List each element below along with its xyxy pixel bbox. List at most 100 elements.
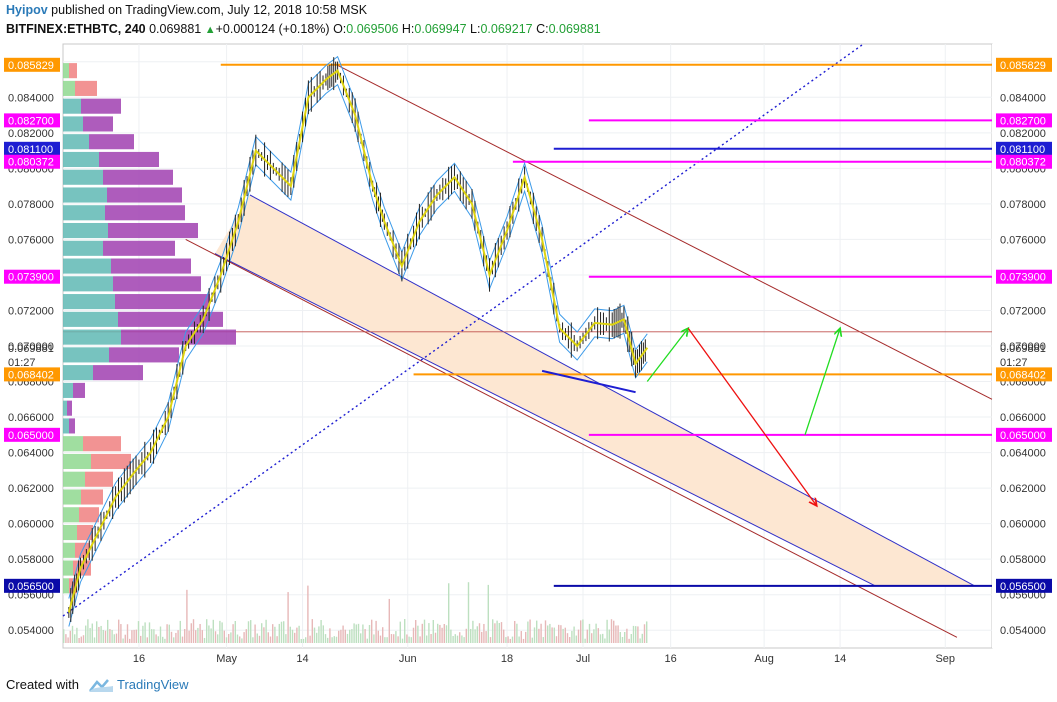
price-badge-label-right: 0.056500 [1000, 581, 1046, 593]
volume-bar [148, 622, 151, 643]
volume-bar [298, 625, 300, 643]
volume-bar [542, 637, 544, 643]
volume-bar [536, 620, 538, 643]
vp-bar-up [63, 80, 75, 96]
y-tick-label-left: 0.076000 [8, 234, 54, 246]
x-tick-label: 14 [296, 653, 308, 665]
price-badge-left [4, 427, 60, 442]
volume-bar [423, 619, 426, 643]
tradingview-brand[interactable]: TradingView [117, 677, 189, 692]
volume-bar [483, 623, 485, 643]
volume-bar [485, 631, 487, 643]
y-tick-label-right: 0.054000 [1000, 625, 1046, 637]
volume-bar [280, 621, 283, 643]
volume-bar [239, 636, 241, 643]
volume-bar [406, 634, 408, 643]
close-value: 0.069881 [548, 22, 601, 36]
volume-bar [404, 619, 406, 643]
volume-bar [597, 628, 599, 643]
x-tick-label: Jul [576, 653, 590, 665]
vp-bar-down [115, 294, 210, 310]
x-tick-label: May [216, 653, 237, 665]
volume-bar [575, 635, 577, 643]
volume-bar [505, 637, 507, 643]
volume-bar [397, 636, 399, 643]
volume-bar [197, 627, 199, 643]
volume-bar [417, 625, 419, 643]
volume-bar [195, 630, 197, 643]
price-badge-right [996, 578, 1052, 593]
volume-bar [395, 631, 397, 643]
forecast-arrow-red[interactable] [687, 327, 817, 506]
volume-bar [547, 625, 549, 643]
y-tick-label-left: 0.054000 [8, 625, 54, 637]
countdown-right: 01:27 [1000, 357, 1028, 369]
volume-bar [533, 627, 536, 643]
vp-bar-down [99, 151, 159, 168]
price-badge-label-left: 0.081100 [8, 144, 53, 156]
volume-bar [463, 637, 465, 643]
author-link[interactable]: Hyipov [6, 3, 48, 17]
channel-upper-line[interactable] [249, 194, 975, 587]
volume-bar [129, 638, 131, 643]
x-tick-label: Aug [754, 653, 774, 665]
vp-bar-up [63, 418, 69, 434]
price-badge-label-right: 0.065000 [1000, 430, 1046, 442]
volume-bar [474, 629, 476, 643]
volume-bar [272, 624, 274, 643]
volume-bar [582, 619, 584, 643]
price-badge-label-right: 0.085829 [1000, 60, 1046, 72]
volume-bar [349, 629, 351, 643]
vp-bar-up [63, 98, 81, 114]
volume-bar [342, 625, 344, 643]
last-price: 0.069881 [149, 22, 202, 36]
volume-bar [401, 638, 404, 643]
volume-bar [250, 620, 252, 643]
price-badge-left [4, 269, 60, 284]
price-chart[interactable]: 0.0540000.0540000.0560000.0560000.058000… [0, 0, 1057, 672]
x-tick-label: Jun [399, 653, 417, 665]
volume-bar [456, 635, 459, 643]
volume-bar [580, 620, 582, 643]
volume-bar [85, 625, 87, 643]
price-badge-label-left: 0.068402 [8, 369, 54, 381]
volume-bar [245, 629, 247, 643]
volume-bar [355, 624, 357, 643]
volume-bar [573, 626, 575, 643]
volume-bar [80, 636, 82, 643]
volume-bar [641, 633, 643, 643]
brown-channel-upper[interactable] [337, 64, 993, 400]
volume-bar [522, 638, 525, 643]
volume-bar [283, 621, 285, 643]
volume-bar [302, 638, 305, 643]
channel-lower-line[interactable] [214, 253, 876, 587]
vp-bar-up [63, 400, 67, 416]
forecast-arrow-green[interactable] [804, 328, 840, 436]
volume-bar [454, 634, 456, 643]
volume-bar [516, 623, 518, 643]
short-support-line[interactable] [541, 369, 636, 394]
volume-profile [63, 63, 236, 594]
volume-bar [71, 625, 74, 643]
volume-bar [338, 630, 340, 643]
vp-bar-up [63, 329, 121, 345]
volume-bar [366, 638, 368, 643]
y-tick-label-right: 0.064000 [1000, 448, 1046, 460]
vp-bar-up [63, 276, 113, 292]
volume-bar [192, 619, 195, 643]
volume-bar [551, 627, 553, 643]
volume-bar [166, 624, 168, 643]
vp-bar-up [63, 169, 103, 185]
volume-bar [151, 629, 153, 643]
volume-bar [177, 630, 179, 643]
volume-bar [252, 637, 254, 643]
brown-channel-lower[interactable] [185, 238, 958, 638]
forecast-arrow-green[interactable] [646, 328, 688, 382]
volume-bar [384, 637, 386, 643]
volume-bar [540, 623, 542, 643]
volume-bar [619, 632, 621, 643]
vp-bar-down [89, 134, 134, 150]
volume-bar [538, 628, 540, 643]
moving-average-line [67, 69, 649, 613]
dotted-trendline[interactable] [62, 43, 864, 617]
